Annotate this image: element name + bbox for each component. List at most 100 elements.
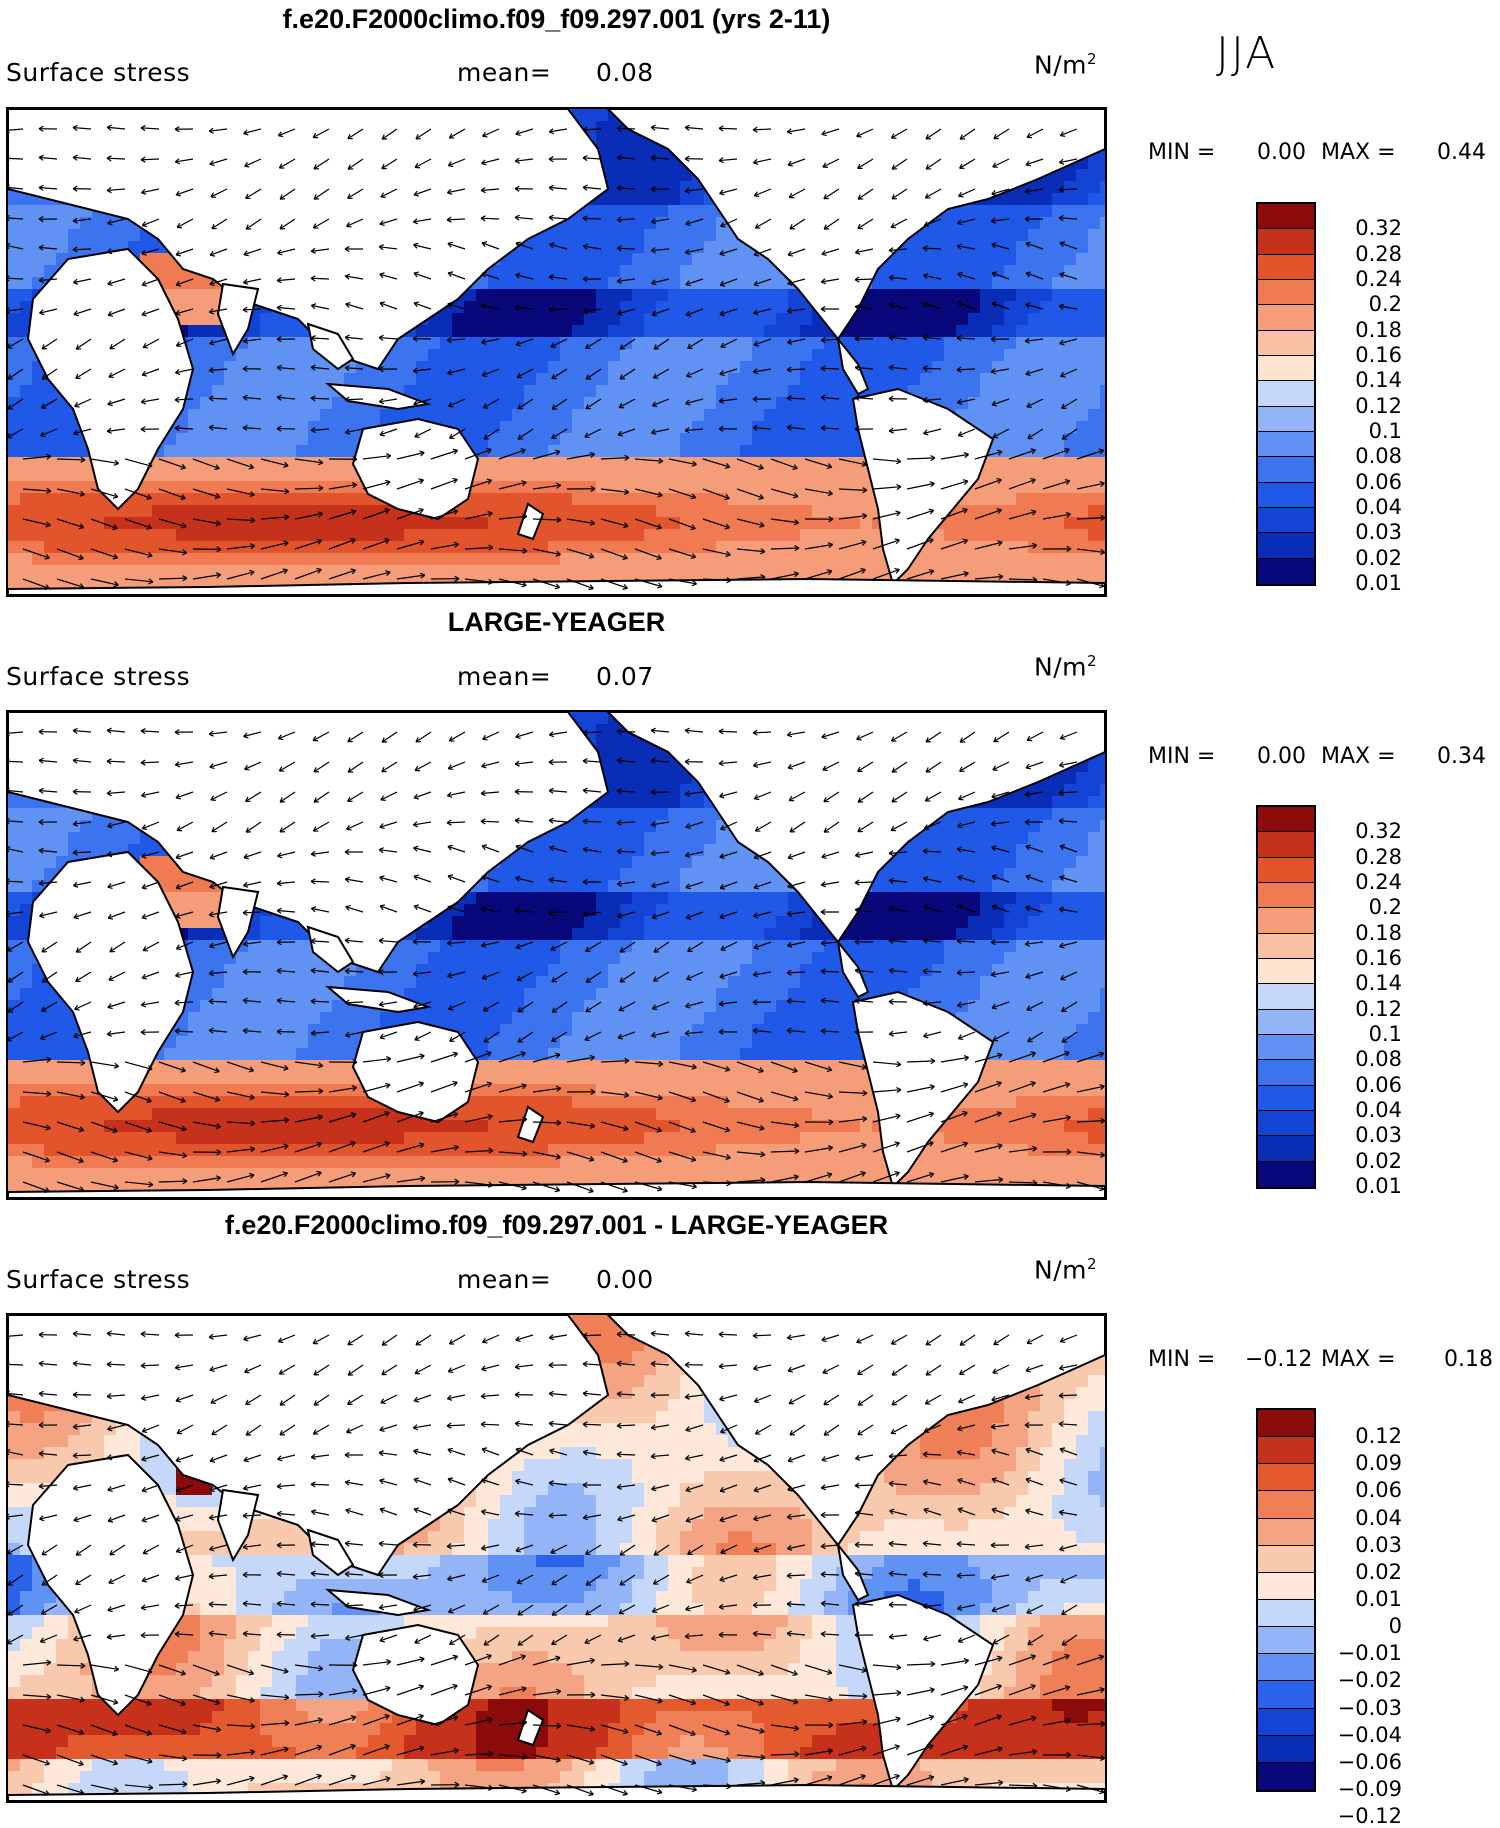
- field-cell: [680, 541, 693, 554]
- field-cell: [92, 553, 105, 566]
- field-cell: [320, 493, 333, 506]
- colorbar-bin: [1258, 457, 1314, 482]
- field-cell: [56, 541, 69, 554]
- field-cell: [908, 265, 921, 278]
- field-cell: [608, 469, 621, 482]
- field-cell: [704, 553, 717, 566]
- field-cell: [320, 565, 333, 578]
- field-cell: [344, 517, 357, 530]
- field-cell: [164, 265, 177, 278]
- field-cell: [224, 433, 237, 446]
- field-cell: [1016, 433, 1029, 446]
- field-cell: [740, 265, 753, 278]
- field-cell: [500, 349, 513, 362]
- field-cell: [440, 349, 453, 362]
- field-cell: [1016, 193, 1029, 206]
- field-cell: [1016, 517, 1029, 530]
- field-cell: [656, 565, 669, 578]
- field-cell: [500, 325, 513, 338]
- field-cell: [728, 373, 741, 386]
- field-cell: [596, 265, 609, 278]
- field-cell: [800, 325, 813, 338]
- field-cell: [368, 409, 381, 422]
- field-cell: [1088, 169, 1101, 182]
- field-cell: [452, 385, 465, 398]
- field-cell: [212, 481, 225, 494]
- field-cell: [512, 457, 525, 470]
- field-cell: [1052, 385, 1065, 398]
- field-cell: [992, 457, 1005, 470]
- field-cell: [8, 505, 21, 518]
- field-cell: [1076, 361, 1089, 374]
- field-cell: [8, 517, 21, 530]
- field-cell: [968, 229, 981, 242]
- field-cell: [1040, 373, 1053, 386]
- field-cell: [920, 361, 933, 374]
- field-cell: [308, 445, 321, 458]
- field-cell: [788, 445, 801, 458]
- field-cell: [188, 565, 201, 578]
- field-cell: [356, 493, 369, 506]
- field-cell: [1028, 529, 1041, 542]
- field-cell: [548, 565, 561, 578]
- field-cell: [548, 253, 561, 266]
- field-cell: [1052, 193, 1065, 206]
- field-cell: [560, 265, 573, 278]
- field-cell: [920, 373, 933, 386]
- field-cell: [776, 529, 789, 542]
- field-cell: [440, 517, 453, 530]
- field-cell: [200, 469, 213, 482]
- field-cell: [680, 529, 693, 542]
- field-cell: [668, 493, 681, 506]
- field-cell: [164, 469, 177, 482]
- field-cell: [1016, 361, 1029, 374]
- field-cell: [668, 193, 681, 206]
- field-cell: [872, 301, 885, 314]
- field-cell: [668, 445, 681, 458]
- field-cell: [596, 325, 609, 338]
- field-cell: [776, 517, 789, 530]
- field-cell: [968, 517, 981, 530]
- field-cell: [764, 457, 777, 470]
- field-cell: [308, 517, 321, 530]
- field-cell: [800, 505, 813, 518]
- field-cell: [908, 337, 921, 350]
- field-cell: [344, 373, 357, 386]
- field-cell: [1100, 241, 1105, 254]
- field-cell: [20, 397, 33, 410]
- field-cell: [572, 373, 585, 386]
- field-cell: [404, 541, 417, 554]
- field-cell: [656, 505, 669, 518]
- field-cell: [920, 241, 933, 254]
- vector-arrow: [549, 309, 567, 310]
- field-cell: [1088, 505, 1101, 518]
- field-cell: [596, 529, 609, 542]
- field-cell: [260, 433, 273, 446]
- field-cell: [1088, 529, 1101, 542]
- field-cell: [596, 553, 609, 566]
- field-cell: [836, 433, 849, 446]
- field-cell: [344, 493, 357, 506]
- field-cell: [188, 313, 201, 326]
- field-cell: [764, 445, 777, 458]
- field-cell: [224, 493, 237, 506]
- field-cell: [728, 493, 741, 506]
- field-cell: [188, 445, 201, 458]
- field-cell: [608, 445, 621, 458]
- field-cell: [596, 505, 609, 518]
- field-cell: [596, 445, 609, 458]
- vector-arrow: [821, 368, 839, 369]
- field-cell: [1076, 433, 1089, 446]
- field-cell: [608, 385, 621, 398]
- field-cell: [308, 469, 321, 482]
- field-cell: [152, 469, 165, 482]
- field-cell: [740, 277, 753, 290]
- field-cell: [572, 445, 585, 458]
- field-cell: [32, 205, 45, 218]
- field-cell: [872, 325, 885, 338]
- field-cell: [572, 313, 585, 326]
- field-cell: [536, 553, 549, 566]
- field-cell: [704, 373, 717, 386]
- field-cell: [344, 469, 357, 482]
- field-cell: [608, 361, 621, 374]
